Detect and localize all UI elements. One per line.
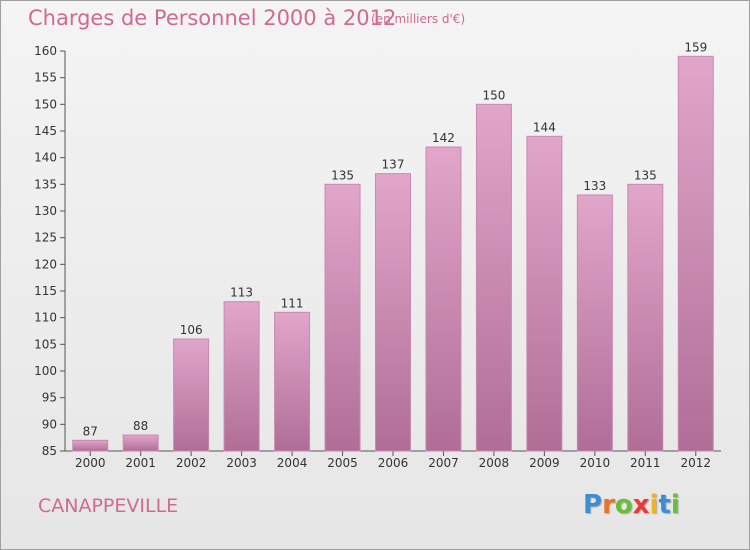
bar-2001 — [122, 434, 159, 452]
x-tick-label: 2007 — [428, 456, 459, 470]
bar-2007 — [425, 146, 462, 452]
x-tick-label: 2004 — [277, 456, 308, 470]
y-tick-label: 110 — [34, 311, 57, 325]
value-label-2011: 135 — [634, 168, 657, 182]
value-label-2007: 142 — [432, 131, 455, 145]
y-tick-label: 150 — [34, 97, 57, 111]
y-tick-label: 125 — [34, 231, 57, 245]
value-label-2009: 144 — [533, 120, 556, 134]
x-tick-label: 2003 — [226, 456, 257, 470]
value-label-2012: 159 — [684, 40, 707, 54]
x-tick-label: 2008 — [479, 456, 510, 470]
x-tick-label: 2011 — [630, 456, 661, 470]
bar-2006 — [375, 173, 411, 452]
bars — [72, 55, 714, 452]
bar-2003 — [223, 301, 260, 452]
y-axis: 85 90 95 100 105 110 115 120 125 130 135 140 145 150 1… — [34, 44, 66, 458]
y-tick-label: 135 — [34, 177, 57, 191]
y-tick-label: 160 — [34, 44, 57, 58]
value-label-2005: 135 — [331, 168, 354, 182]
value-label-2001: 88 — [133, 419, 148, 433]
y-tick-label: 130 — [34, 204, 57, 218]
bar-2002 — [173, 338, 210, 452]
chart-subtitle: (en milliers d'€) — [371, 12, 466, 26]
x-tick-label: 2005 — [327, 456, 358, 470]
y-tick-label: 95 — [42, 391, 57, 405]
data-labels: 87 88 106 113 111 135 137 142 150 144 133 135 159 — [83, 40, 708, 438]
bar-2008 — [475, 103, 512, 452]
bar-2009 — [526, 135, 563, 452]
bar-2005 — [324, 183, 361, 452]
value-label-2000: 87 — [83, 424, 98, 438]
y-tick-label: 155 — [34, 71, 57, 85]
y-tick-label: 145 — [34, 124, 57, 138]
x-tick-label: 2009 — [529, 456, 560, 470]
value-label-2003: 113 — [230, 286, 253, 300]
logo-letter: t — [658, 490, 671, 520]
logo-letter: P — [583, 490, 603, 520]
x-tick-label: 2002 — [176, 456, 207, 470]
x-tick-label: 2006 — [378, 456, 409, 470]
value-label-2002: 106 — [180, 323, 203, 337]
logo-letter: i — [649, 490, 659, 520]
y-tick-label: 100 — [34, 364, 57, 378]
y-tick-label: 120 — [34, 257, 57, 271]
value-label-2006: 137 — [382, 158, 405, 172]
proxiti-logo: Proxiti — [583, 490, 680, 520]
x-tick-label: 2001 — [125, 456, 156, 470]
value-label-2008: 150 — [482, 88, 505, 102]
logo-letter: x — [632, 490, 650, 520]
y-tick-label: 90 — [42, 417, 57, 431]
x-tick-label: 2010 — [580, 456, 611, 470]
y-tick-label: 140 — [34, 151, 57, 165]
logo-letter: i — [670, 490, 680, 520]
chart-title: Charges de Personnel 2000 à 2012 — [28, 6, 397, 30]
y-tick-label: 115 — [34, 284, 57, 298]
bar-2012 — [677, 55, 714, 452]
value-label-2004: 111 — [281, 296, 304, 310]
x-tick-label: 2012 — [680, 456, 711, 470]
y-tick-label: 105 — [34, 337, 57, 351]
x-tick-label: 2000 — [75, 456, 106, 470]
x-axis: 2000 2001 2002 2003 2004 2005 2006 2007 2008 2009… — [65, 450, 721, 470]
bar-2011 — [627, 183, 664, 452]
logo-letter: r — [602, 490, 615, 520]
logo-letter: o — [614, 490, 633, 520]
bar-2010 — [576, 194, 613, 452]
bar-2000 — [72, 439, 109, 452]
bar-2004 — [274, 311, 311, 452]
place-name: CANAPPEVILLE — [38, 495, 179, 517]
value-label-2010: 133 — [583, 179, 606, 193]
y-tick-label: 85 — [42, 444, 57, 458]
